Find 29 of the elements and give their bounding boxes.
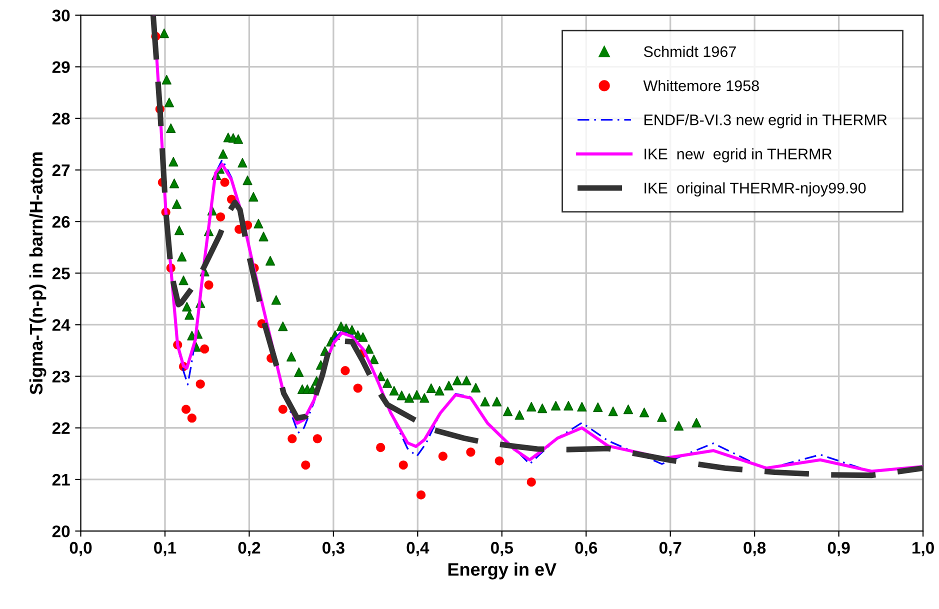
y-tick-label: 20 bbox=[52, 525, 70, 538]
x-tick-label: 0,4 bbox=[406, 542, 430, 556]
y-tick-label: 24 bbox=[52, 319, 70, 331]
x-tick-label: 0,3 bbox=[322, 542, 344, 556]
x-tick-label: 1,0 bbox=[912, 542, 934, 556]
y-tick-label: 25 bbox=[52, 268, 70, 280]
x-tick-label: 0,6 bbox=[575, 542, 598, 556]
y-tick-label: 26 bbox=[52, 216, 70, 228]
y-tick-label: 29 bbox=[52, 61, 70, 74]
legend-label: ENDF/B-VI.3 new egrid in THERMR bbox=[644, 114, 887, 128]
x-tick-label: 0,8 bbox=[744, 542, 766, 556]
x-tick-label: 0,1 bbox=[154, 542, 176, 556]
y-tick-label: 22 bbox=[52, 422, 70, 434]
x-tick-label: 0,2 bbox=[238, 542, 260, 556]
y-tick-label: 30 bbox=[52, 10, 70, 22]
x-tick-label: 0,7 bbox=[659, 542, 682, 556]
y-axis-title: Sigma-T(n-p) in barn/H-atom bbox=[29, 152, 46, 394]
legend-label: Schmidt 1967 bbox=[644, 46, 736, 58]
y-tick-label: 21 bbox=[52, 474, 70, 486]
legend-label: Whittemore 1958 bbox=[643, 80, 759, 92]
legend-label: IKE original THERMR-njoy99.90 bbox=[644, 182, 866, 197]
x-tick-label: 0,9 bbox=[828, 542, 850, 556]
y-tick-label: 28 bbox=[52, 112, 70, 125]
x-tick-label: 0,0 bbox=[70, 542, 92, 556]
x-tick-label: 0,5 bbox=[490, 542, 514, 556]
y-tick-label: 27 bbox=[52, 164, 70, 176]
x-axis-title: Energy in eV bbox=[448, 562, 556, 580]
legend-label: IKE new egrid in THERMR bbox=[644, 148, 832, 162]
y-tick-label: 23 bbox=[52, 370, 70, 383]
